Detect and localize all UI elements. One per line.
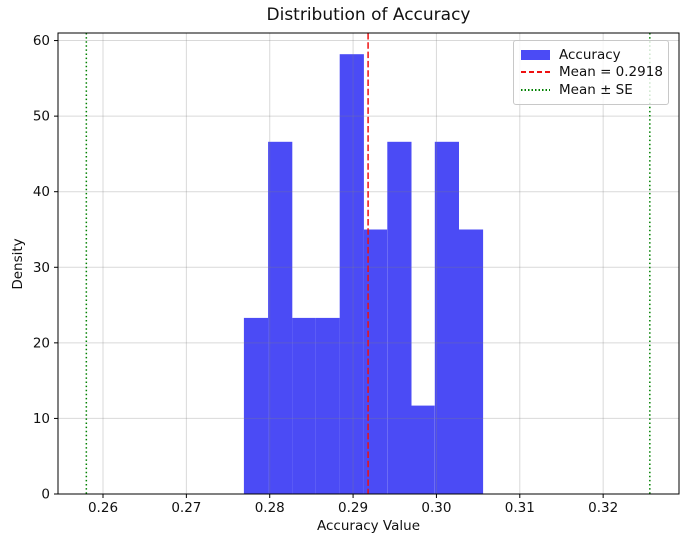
legend-item-se: Mean ± SE xyxy=(521,81,660,99)
se-line-swatch-icon xyxy=(521,88,550,91)
y-tick-label: 20 xyxy=(33,335,50,351)
y-tick-label: 30 xyxy=(33,260,50,276)
mean-line-swatch-icon xyxy=(521,71,550,74)
chart-title: Distribution of Accuracy xyxy=(266,5,471,25)
y-axis-label: Density xyxy=(10,238,26,290)
legend-item-accuracy: Accuracy xyxy=(521,46,660,64)
histogram-bar xyxy=(243,317,269,494)
histogram-bar xyxy=(458,229,484,494)
plot-border xyxy=(57,32,680,495)
y-tick-label: 10 xyxy=(33,411,50,427)
x-tick-label: 0.26 xyxy=(88,500,118,516)
legend-accuracy-label: Accuracy xyxy=(559,46,621,63)
x-tick-label: 0.32 xyxy=(588,500,618,516)
legend-se-label: Mean ± SE xyxy=(559,81,633,98)
histogram-bar xyxy=(292,317,316,494)
legend-mean-label: Mean = 0.2918 xyxy=(559,64,663,81)
x-axis-label: Accuracy Value xyxy=(317,518,420,534)
legend-item-mean: Mean = 0.2918 xyxy=(521,64,663,82)
x-tick-label: 0.31 xyxy=(505,500,535,516)
legend: Accuracy Mean = 0.2918 Mean ± SE xyxy=(513,40,669,105)
histogram-bar xyxy=(434,141,459,495)
accuracy-swatch-icon xyxy=(521,49,550,60)
x-tick-label: 0.29 xyxy=(338,500,368,516)
y-tick-label: 0 xyxy=(41,487,50,503)
x-tick-label: 0.27 xyxy=(171,500,201,516)
y-tick-label: 60 xyxy=(33,33,50,49)
histogram-bar xyxy=(268,141,293,495)
x-tick-label: 0.30 xyxy=(421,500,451,516)
histogram-bar xyxy=(315,317,340,494)
x-tick-label: 0.28 xyxy=(255,500,285,516)
histogram-bar xyxy=(387,141,412,495)
y-tick-label: 40 xyxy=(33,184,50,200)
histogram-bar xyxy=(363,229,388,494)
histogram-bar xyxy=(339,54,364,494)
y-tick-label: 50 xyxy=(33,109,50,125)
histogram-bar xyxy=(411,405,435,494)
